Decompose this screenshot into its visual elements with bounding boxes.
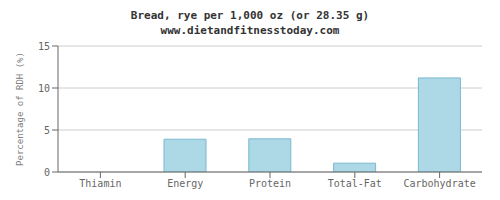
svg-text:0: 0 [44, 167, 50, 178]
svg-text:Thiamin: Thiamin [79, 178, 121, 189]
svg-text:Protein: Protein [249, 178, 291, 189]
html-text:www.dietandfitnesstoday.com: www.dietandfitnesstoday.com [160, 24, 340, 37]
svg-text:5: 5 [44, 125, 50, 136]
svg-text:Percentage of RDH (%): Percentage of RDH (%) [15, 52, 25, 166]
svg-text:Carbohydrate: Carbohydrate [403, 178, 475, 189]
svg-text:Energy: Energy [167, 178, 203, 189]
svg-text:15: 15 [38, 41, 50, 52]
svg-text:Total-Fat: Total-Fat [328, 178, 382, 189]
html-text:Bread, rye per 1,000 oz (or 28: Bread, rye per 1,000 oz (or 28.35 g) [130, 9, 370, 22]
svg-text:10: 10 [38, 83, 50, 94]
